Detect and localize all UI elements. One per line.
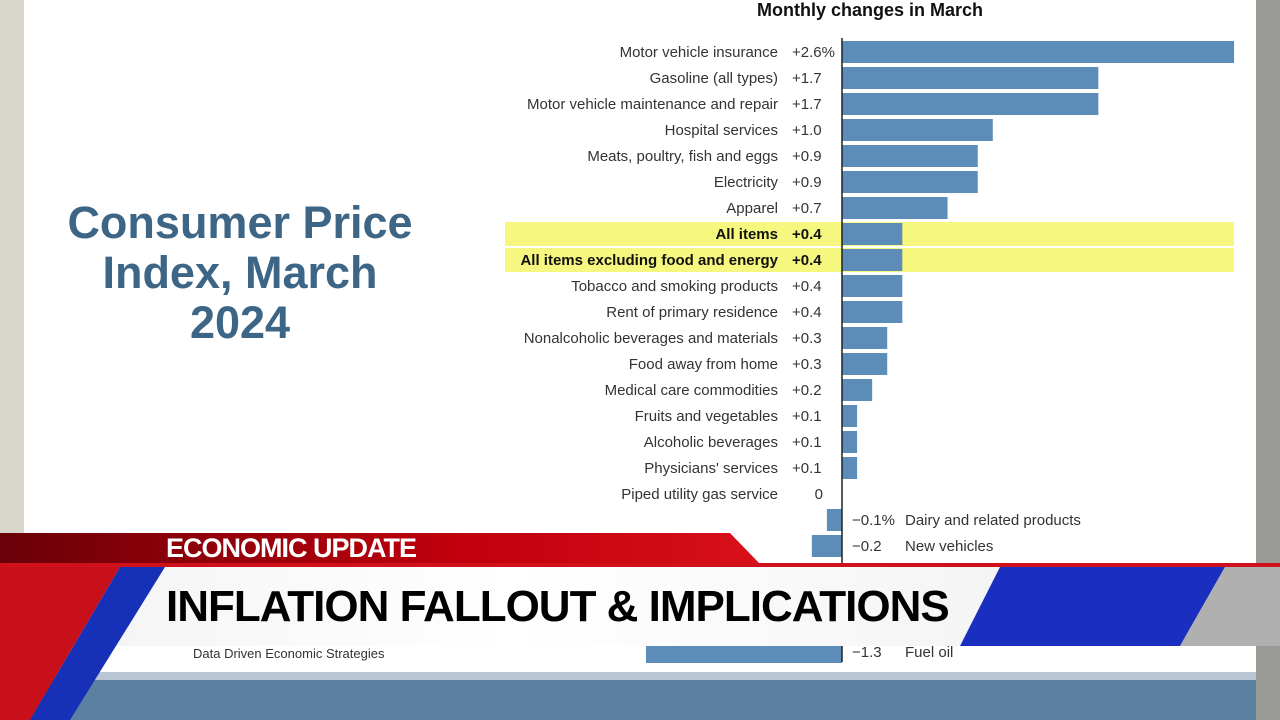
category-label: Tobacco and smoking products	[571, 278, 778, 295]
bar	[842, 171, 978, 193]
bar	[842, 275, 903, 297]
value-label: +0.3	[792, 330, 822, 347]
red-stripe	[0, 567, 120, 720]
bar	[842, 327, 888, 349]
value-label: +0.1	[792, 408, 822, 425]
lower-third-divider	[0, 563, 1280, 567]
value-label: +0.9	[792, 174, 822, 191]
value-label: +1.0	[792, 122, 822, 139]
category-label: Rent of primary residence	[606, 304, 778, 321]
bar	[842, 223, 903, 245]
bar	[842, 405, 858, 427]
value-label: +1.7	[792, 70, 822, 87]
blue-stripe-left	[30, 567, 165, 720]
category-label: Fuel oil	[905, 644, 953, 661]
value-label: +1.7	[792, 96, 822, 113]
value-label: 0	[815, 486, 823, 503]
bar	[645, 641, 842, 663]
category-label: Dairy and related products	[905, 512, 1081, 529]
bar	[842, 93, 1099, 115]
category-label: Physicians' services	[644, 460, 778, 477]
bar	[811, 535, 842, 557]
value-label: −0.1%	[852, 512, 895, 529]
value-label: −0.2	[852, 538, 882, 555]
bar	[842, 431, 858, 453]
bar	[842, 379, 873, 401]
lower-third-tag: ECONOMIC UPDATE	[166, 533, 417, 563]
category-label: Gasoline (all types)	[650, 70, 778, 87]
category-label: Nonalcoholic beverages and materials	[524, 330, 778, 347]
value-label: +2.6%	[792, 44, 835, 61]
bar	[842, 301, 903, 323]
slide-footer	[24, 680, 1256, 720]
lower-third-decor	[0, 567, 1280, 720]
category-label: Piped utility gas service	[621, 486, 778, 503]
bar	[842, 249, 903, 271]
category-label: Meats, poultry, fish and eggs	[587, 148, 778, 165]
slide-title: Consumer Price Index, March 2024	[67, 197, 413, 348]
bar	[842, 41, 1235, 63]
category-label: All items	[715, 226, 778, 243]
category-label: New vehicles	[905, 538, 993, 555]
bar	[842, 145, 978, 167]
category-label: Alcoholic beverages	[644, 434, 778, 451]
value-label: +0.3	[792, 356, 822, 373]
chart-title: Monthly changes in March	[756, 0, 984, 20]
category-label: Apparel	[726, 200, 778, 217]
category-label: Medical care commodities	[605, 382, 778, 399]
value-label: +0.4	[792, 252, 822, 269]
value-label: +0.1	[792, 434, 822, 451]
lower-third-tag-bar	[0, 533, 760, 564]
value-label: +0.2	[792, 382, 822, 399]
bar	[842, 67, 1099, 89]
lower-third-headline: INFLATION FALLOUT & IMPLICATIONS	[166, 582, 950, 631]
category-label: Electricity	[714, 174, 779, 191]
value-label: +0.4	[792, 226, 822, 243]
value-label: +0.7	[792, 200, 822, 217]
category-label: All items excluding food and energy	[520, 252, 778, 269]
bar	[842, 353, 888, 375]
category-label: Hospital services	[665, 122, 778, 139]
category-label: Motor vehicle maintenance and repair	[527, 96, 778, 113]
value-label: +0.4	[792, 304, 822, 321]
bar	[842, 119, 993, 141]
category-label: Food away from home	[629, 356, 778, 373]
category-label: Motor vehicle insurance	[620, 44, 778, 61]
gray-stripe-right	[1180, 567, 1280, 646]
slide-footer-band	[24, 672, 1256, 680]
bar	[826, 509, 842, 531]
value-label: +0.4	[792, 278, 822, 295]
category-label: Fruits and vegetables	[635, 408, 778, 425]
value-label: +0.9	[792, 148, 822, 165]
value-label: +0.1	[792, 460, 822, 477]
bar	[842, 457, 858, 479]
blue-stripe-right	[960, 567, 1225, 646]
source-text: Data Driven Economic Strategies	[193, 646, 385, 661]
bar	[842, 197, 948, 219]
value-label: −1.3	[852, 644, 882, 661]
